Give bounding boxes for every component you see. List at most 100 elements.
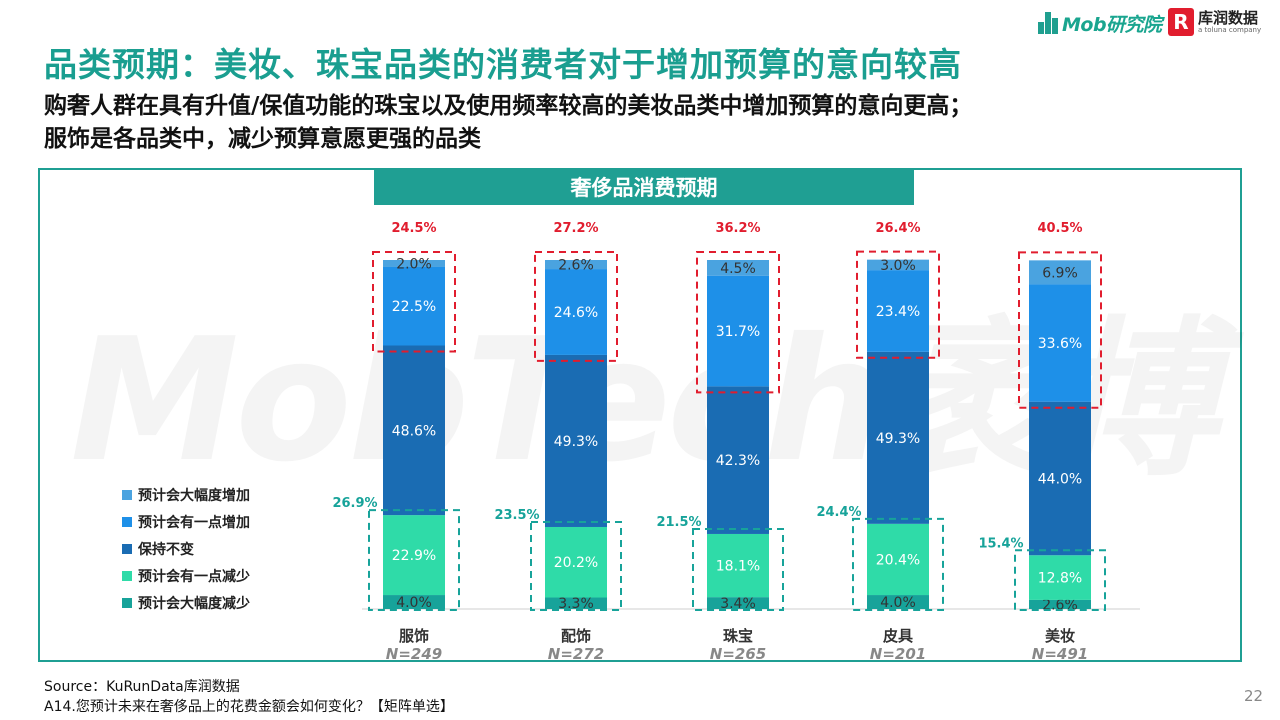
bar-segment bbox=[867, 523, 929, 596]
bar-segment bbox=[545, 354, 607, 527]
bar-segment bbox=[1029, 599, 1091, 609]
bar-value-label: 4.5% bbox=[720, 261, 756, 277]
bar-value-label: 33.6% bbox=[1038, 336, 1082, 352]
bar-segment bbox=[383, 260, 445, 267]
increase-dashed-box bbox=[696, 251, 780, 394]
increase-total-label: 36.2% bbox=[715, 221, 760, 236]
source-text: Source：KuRunData库润数据 bbox=[44, 679, 240, 695]
bar-value-label: 3.4% bbox=[720, 596, 756, 612]
kurun-brand-name: 库润数据 bbox=[1198, 8, 1259, 27]
bar-segment bbox=[545, 260, 607, 270]
category-label: 服饰 bbox=[399, 627, 429, 645]
decrease-total-label: 21.5% bbox=[656, 515, 701, 530]
bar-segment bbox=[545, 269, 607, 355]
bar-value-label: 2.6% bbox=[558, 258, 594, 274]
bar-segment bbox=[383, 595, 445, 609]
decrease-dashed-box bbox=[852, 517, 944, 611]
increase-total-label: 24.5% bbox=[391, 221, 436, 236]
increase-total-label: 40.5% bbox=[1037, 221, 1082, 236]
decrease-dashed-box bbox=[692, 527, 784, 612]
bar-value-label: 48.6% bbox=[392, 423, 436, 439]
legend-item-dec-large: 预计会大幅度减少 bbox=[122, 589, 250, 616]
chart-legend: 预计会大幅度增加 预计会有一点增加 保持不变 预计会有一点减少 预计会大幅度减少 bbox=[122, 481, 250, 616]
category-label: 美妆 bbox=[1045, 627, 1075, 645]
increase-total-label: 26.4% bbox=[875, 221, 920, 236]
bar-segment bbox=[707, 597, 769, 609]
bar-value-label: 44.0% bbox=[1038, 471, 1082, 487]
sample-size-label: N=272 bbox=[548, 645, 604, 663]
bar-value-label: 24.6% bbox=[554, 305, 598, 321]
watermark: MobTech袤博 bbox=[70, 262, 1217, 508]
bar-segment bbox=[707, 260, 769, 276]
sample-size-label: N=201 bbox=[870, 645, 926, 663]
sample-size-label: N=249 bbox=[386, 645, 442, 663]
decrease-total-label: 24.4% bbox=[816, 505, 861, 520]
legend-label: 预计会大幅度减少 bbox=[138, 595, 250, 612]
bar-segment bbox=[707, 275, 769, 387]
legend-label: 预计会大幅度增加 bbox=[138, 487, 250, 504]
increase-dashed-box bbox=[1018, 251, 1102, 409]
bar-segment bbox=[867, 259, 929, 271]
footer-notes: Source：KuRunData库润数据 A14.您预计未来在奢侈品上的花费金额… bbox=[44, 677, 454, 717]
decrease-total-label: 26.9% bbox=[332, 496, 377, 511]
legend-label: 预计会有一点减少 bbox=[138, 568, 250, 585]
legend-item-inc-large: 预计会大幅度增加 bbox=[122, 481, 250, 508]
legend-item-dec-small: 预计会有一点减少 bbox=[122, 562, 250, 589]
bar-segment bbox=[707, 386, 769, 534]
bar-segment bbox=[867, 270, 929, 352]
bar-value-label: 4.0% bbox=[880, 595, 916, 611]
legend-swatch-inc-large bbox=[122, 489, 132, 500]
bar-segment bbox=[545, 597, 607, 609]
bar-value-label: 4.0% bbox=[396, 595, 432, 611]
page-subtitle: 购奢人群在具有升值/保值功能的珠宝以及使用频率较高的美妆品类中增加预算的意向更高… bbox=[44, 90, 972, 156]
page-title: 品类预期：美妆、珠宝品类的消费者对于增加预算的意向较高 bbox=[44, 45, 962, 84]
legend-swatch-dec-large bbox=[122, 597, 132, 608]
legend-item-inc-small: 预计会有一点增加 bbox=[122, 508, 250, 535]
bar-value-label: 18.1% bbox=[716, 559, 760, 575]
kurun-logo: R 库润数据 a toluna company bbox=[1168, 8, 1261, 36]
legend-swatch-inc-small bbox=[122, 516, 132, 527]
sample-size-label: N=491 bbox=[1032, 645, 1088, 663]
legend-label: 预计会有一点增加 bbox=[138, 514, 250, 531]
decrease-dashed-box bbox=[530, 520, 622, 611]
building-icon bbox=[1038, 12, 1058, 34]
bar-value-label: 3.3% bbox=[558, 596, 594, 612]
kurun-r-icon: R bbox=[1168, 8, 1194, 36]
bar-segment bbox=[383, 515, 445, 596]
question-text: A14.您预计未来在奢侈品上的花费金额会如何变化？【矩阵单选】 bbox=[44, 699, 454, 715]
kurun-brand-sub: a toluna company bbox=[1198, 25, 1262, 34]
bar-value-label: 20.2% bbox=[554, 555, 598, 571]
decrease-dashed-box bbox=[1014, 549, 1106, 612]
bar-value-label: 12.8% bbox=[1038, 571, 1082, 587]
legend-label: 保持不变 bbox=[138, 541, 194, 558]
chart-banner: 奢侈品消费预期 bbox=[374, 168, 914, 205]
subtitle-line-1: 购奢人群在具有升值/保值功能的珠宝以及使用频率较高的美妆品类中增加预算的意向更高… bbox=[44, 93, 973, 119]
mob-research-logo: Mob研究院 bbox=[1038, 8, 1162, 38]
legend-swatch-unchanged bbox=[122, 543, 132, 554]
bar-segment bbox=[867, 595, 929, 609]
increase-dashed-box bbox=[534, 251, 618, 362]
bar-value-label: 49.3% bbox=[876, 431, 920, 447]
legend-swatch-dec-small bbox=[122, 570, 132, 581]
bar-segment bbox=[1029, 401, 1091, 556]
increase-dashed-box bbox=[856, 250, 940, 359]
category-label: 配饰 bbox=[561, 627, 591, 645]
decrease-total-label: 23.5% bbox=[494, 508, 539, 523]
sample-size-label: N=265 bbox=[710, 645, 766, 663]
decrease-dashed-box bbox=[368, 509, 460, 611]
bar-value-label: 31.7% bbox=[716, 324, 760, 340]
increase-total-label: 27.2% bbox=[553, 221, 598, 236]
bar-value-label: 6.9% bbox=[1042, 265, 1078, 281]
bar-value-label: 23.4% bbox=[876, 304, 920, 320]
subtitle-line-2: 服饰是各品类中，减少预算意愿更强的品类 bbox=[44, 126, 481, 152]
bar-segment bbox=[1029, 555, 1091, 600]
bar-value-label: 22.9% bbox=[392, 548, 436, 564]
decrease-total-label: 15.4% bbox=[978, 536, 1023, 551]
bar-value-label: 3.0% bbox=[880, 258, 916, 274]
bar-value-label: 49.3% bbox=[554, 434, 598, 450]
bar-value-label: 2.0% bbox=[396, 256, 432, 272]
bar-segment bbox=[707, 533, 769, 598]
bar-value-label: 42.3% bbox=[716, 453, 760, 469]
bar-segment bbox=[867, 351, 929, 524]
